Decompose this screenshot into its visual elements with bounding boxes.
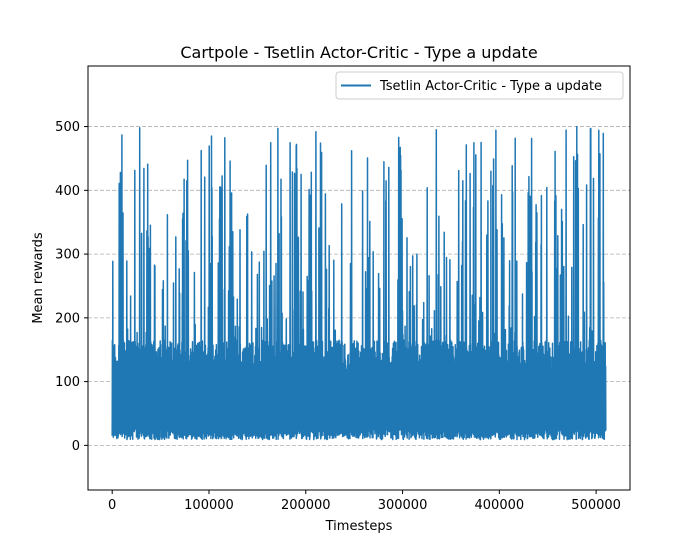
x-tick-label: 300000 [378,498,428,513]
y-axis-label: Mean rewards [31,232,46,324]
chart-title: Cartpole - Tsetlin Actor-Critic - Type a… [180,43,537,62]
x-tick-label: 100000 [184,498,234,513]
y-tick-label: 200 [55,311,80,326]
y-tick-label: 500 [55,120,80,135]
series-line [111,125,607,441]
y-tick-label: 300 [55,248,80,263]
x-tick-label: 400000 [475,498,525,513]
legend: Tsetlin Actor-Critic - Type a update [335,71,624,100]
y-tick-label: 100 [55,375,80,390]
plot-area [87,65,631,491]
series-layer [111,125,607,441]
y-tick-label: 0 [72,439,80,454]
legend-box [335,71,624,100]
x-axis-ticks: 0 100000 200000 300000 400000 500000 [108,490,621,513]
x-tick-label: 200000 [281,498,331,513]
x-tick-label: 0 [108,498,116,513]
y-tick-label: 400 [55,184,80,199]
x-axis-label: Timesteps [325,519,393,534]
y-axis-ticks: 0 100 200 300 400 500 [55,120,88,454]
x-tick-label: 500000 [571,498,621,513]
legend-label: Tsetlin Actor-Critic - Type a update [379,79,602,94]
